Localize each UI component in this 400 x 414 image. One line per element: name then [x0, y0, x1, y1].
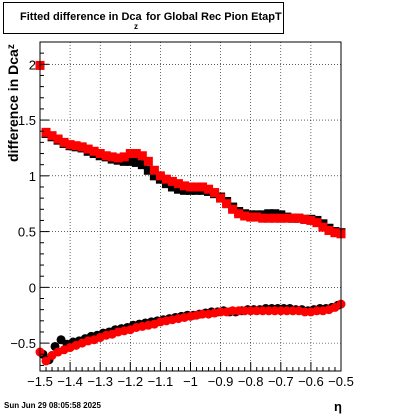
data-point	[228, 204, 238, 214]
y-tick-label: 1	[29, 169, 36, 184]
data-point	[167, 182, 177, 192]
x-tick-label: −1.1	[148, 374, 174, 389]
data-point	[95, 149, 105, 159]
data-point	[65, 140, 75, 150]
data-point	[143, 165, 153, 175]
data-point	[41, 127, 51, 137]
data-point	[234, 209, 244, 219]
data-point	[149, 171, 159, 181]
x-tick-label: −1.2	[117, 374, 143, 389]
data-point	[101, 151, 111, 161]
axis-ticks: −1.5 −1.4 −1.3 −1.2 −1.1 −1 −0.9 −0.8 −0.7 −0.6 −0…	[10, 41, 354, 389]
x-tick-label: −1.4	[57, 374, 83, 389]
data-point	[53, 134, 63, 144]
data-point	[113, 153, 123, 163]
data-point	[306, 215, 316, 225]
data-point	[324, 225, 334, 235]
data-point	[276, 213, 286, 223]
y-tick-label: 1.5	[18, 113, 36, 128]
data-point	[258, 213, 268, 223]
data-point	[161, 174, 171, 184]
data-point	[179, 181, 189, 191]
data-point	[131, 149, 141, 159]
data-point	[77, 142, 87, 152]
data-point	[264, 213, 274, 223]
data-point	[240, 211, 250, 221]
x-tick-label: −1.5	[27, 374, 53, 389]
data-point	[137, 151, 147, 161]
data-point	[71, 141, 81, 151]
data-point	[282, 213, 292, 223]
y-axis-label: difference in Dcaz	[5, 44, 21, 162]
data-point	[300, 214, 310, 224]
data-point	[222, 199, 232, 209]
data-point	[125, 149, 135, 159]
data-point	[137, 160, 147, 170]
data-point	[246, 212, 256, 222]
data-point	[312, 218, 322, 228]
data-point	[47, 131, 57, 141]
data-point	[288, 213, 298, 223]
x-axis-label: η	[334, 399, 342, 414]
data-point	[294, 213, 304, 223]
data-point	[252, 212, 262, 222]
data-point	[204, 184, 214, 194]
x-tick-label: −1	[183, 374, 198, 389]
data-point	[192, 182, 202, 192]
data-point	[83, 144, 93, 154]
data-point	[143, 156, 153, 166]
chart-title: Fitted difference in Dca	[20, 11, 142, 23]
data-point	[89, 146, 99, 156]
data-point	[41, 356, 51, 366]
data-point	[155, 171, 165, 181]
data-marks	[35, 60, 346, 366]
x-tick-label: −0.8	[238, 374, 264, 389]
title-box: Fitted difference in Dca z for Global Re…	[3, 2, 284, 34]
data-point	[270, 213, 280, 223]
x-tick-label: −0.5	[328, 374, 354, 389]
y-tick-label: 2	[29, 57, 36, 72]
data-point	[216, 193, 226, 203]
chart-title-subscript: z	[134, 22, 138, 31]
data-point	[318, 222, 328, 232]
data-point	[210, 188, 220, 198]
y-tick-label: 0.5	[18, 225, 36, 240]
data-point	[59, 137, 69, 147]
x-tick-label: −1.3	[87, 374, 113, 389]
grid-lines	[40, 42, 341, 371]
x-tick-label: −0.9	[208, 374, 234, 389]
data-point	[149, 165, 159, 175]
data-point	[330, 228, 340, 238]
x-tick-label: −0.6	[298, 374, 324, 389]
y-tick-label: −0.5	[10, 336, 36, 351]
data-point	[107, 152, 117, 162]
chart-title-rest: for Global Rec Pion EtapT	[146, 11, 282, 23]
y-tick-label: 0	[29, 280, 36, 295]
data-point	[173, 184, 183, 194]
data-point	[198, 182, 208, 192]
data-point	[186, 182, 195, 192]
data-point	[119, 152, 129, 162]
data-point	[131, 157, 141, 167]
data-point	[167, 176, 177, 186]
x-tick-label: −0.7	[268, 374, 294, 389]
data-point	[173, 179, 183, 189]
timestamp-footer: Sun Jun 29 08:05:58 2025	[4, 401, 101, 410]
data-point	[125, 156, 135, 166]
